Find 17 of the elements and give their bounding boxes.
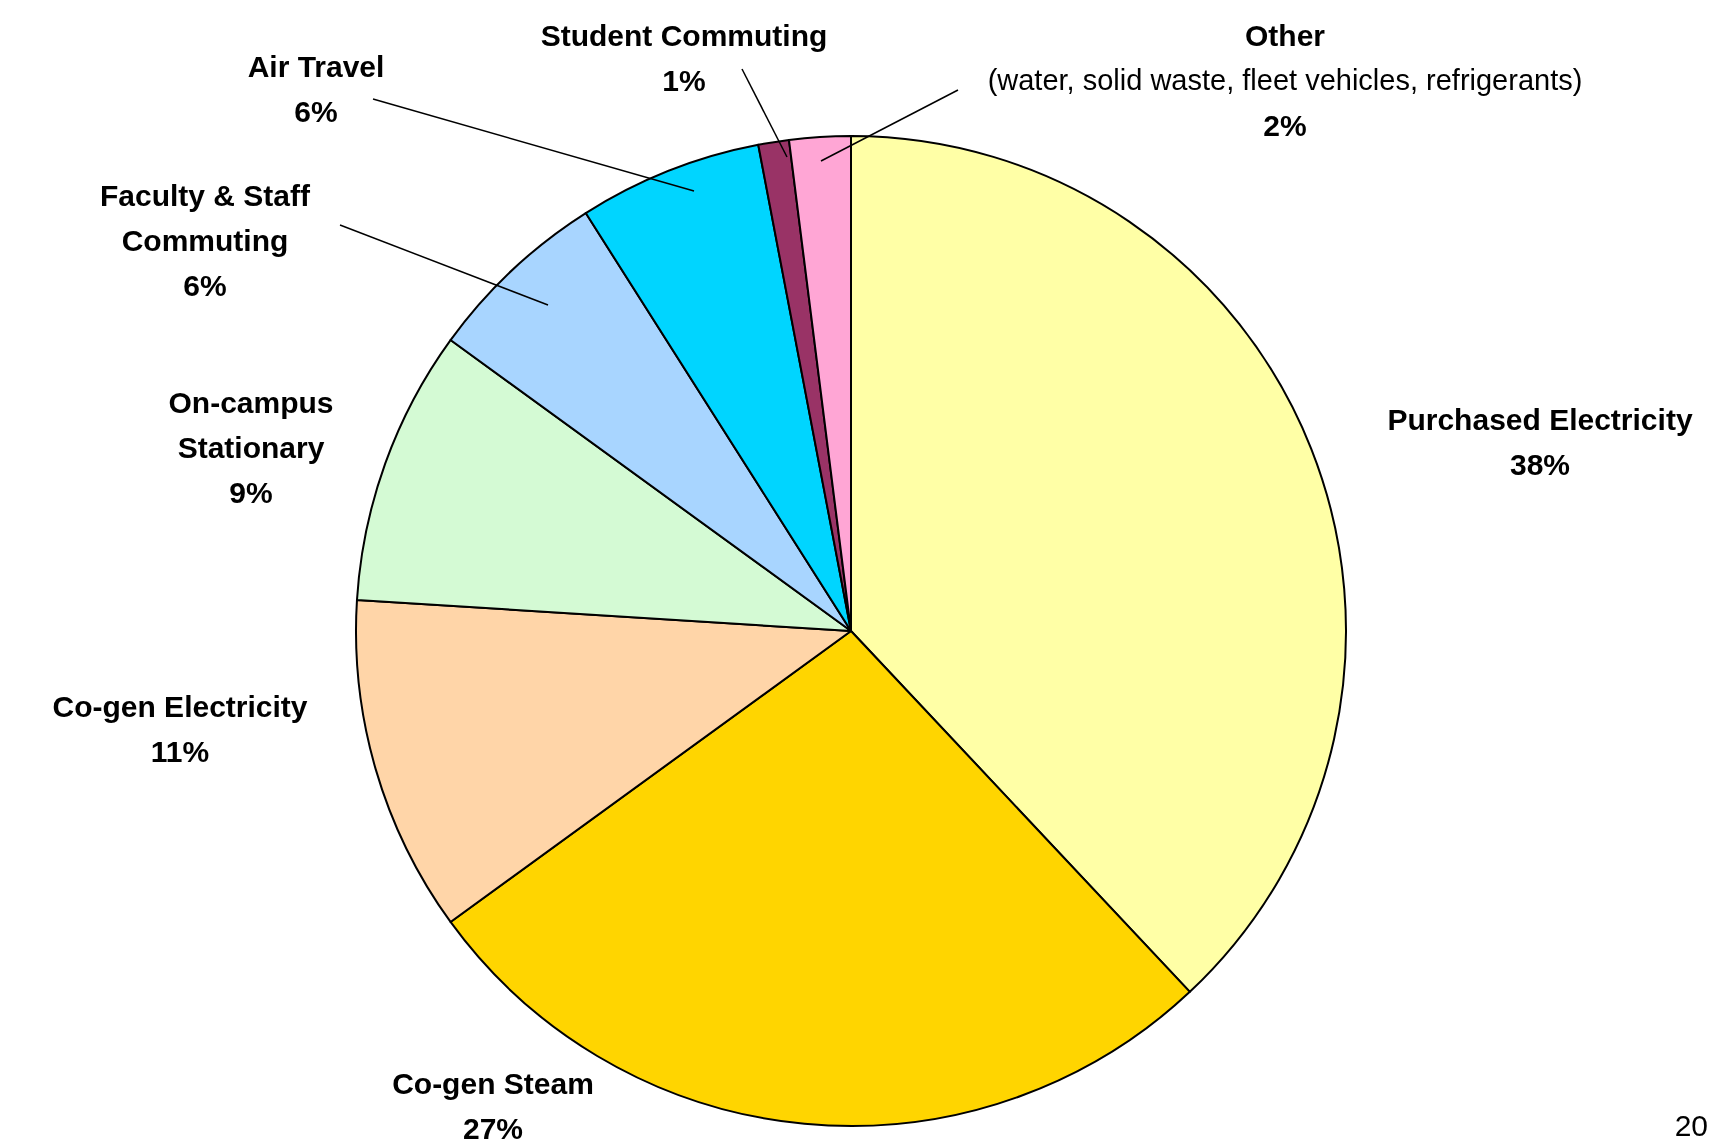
data-label: 9%	[229, 475, 273, 509]
text: 20	[1674, 1109, 1708, 1142]
slice-label: Co-gen Steam	[392, 1067, 594, 1100]
slice-label: Student Commuting	[540, 19, 828, 52]
data-label: 38%	[1509, 448, 1571, 481]
slice-label: On-campus Stationary	[168, 385, 334, 464]
data-label: 2%	[1263, 108, 1307, 142]
data-label: 27%	[462, 1112, 524, 1144]
data-label: 6%	[294, 95, 338, 128]
slice-label: Other (water, solid waste, fleet vehicles, refrigerants)	[987, 18, 1583, 96]
slice-label: Air Travel	[247, 50, 385, 83]
slice-label: Purchased Electricity	[1387, 403, 1693, 436]
slice-label: Co-gen Electricity	[52, 690, 308, 723]
slice-label: Faculty & Staff Commuting	[99, 178, 312, 257]
data-label: 6%	[183, 268, 227, 302]
data-label: 1%	[662, 64, 706, 97]
data-label: 11%	[150, 735, 210, 768]
